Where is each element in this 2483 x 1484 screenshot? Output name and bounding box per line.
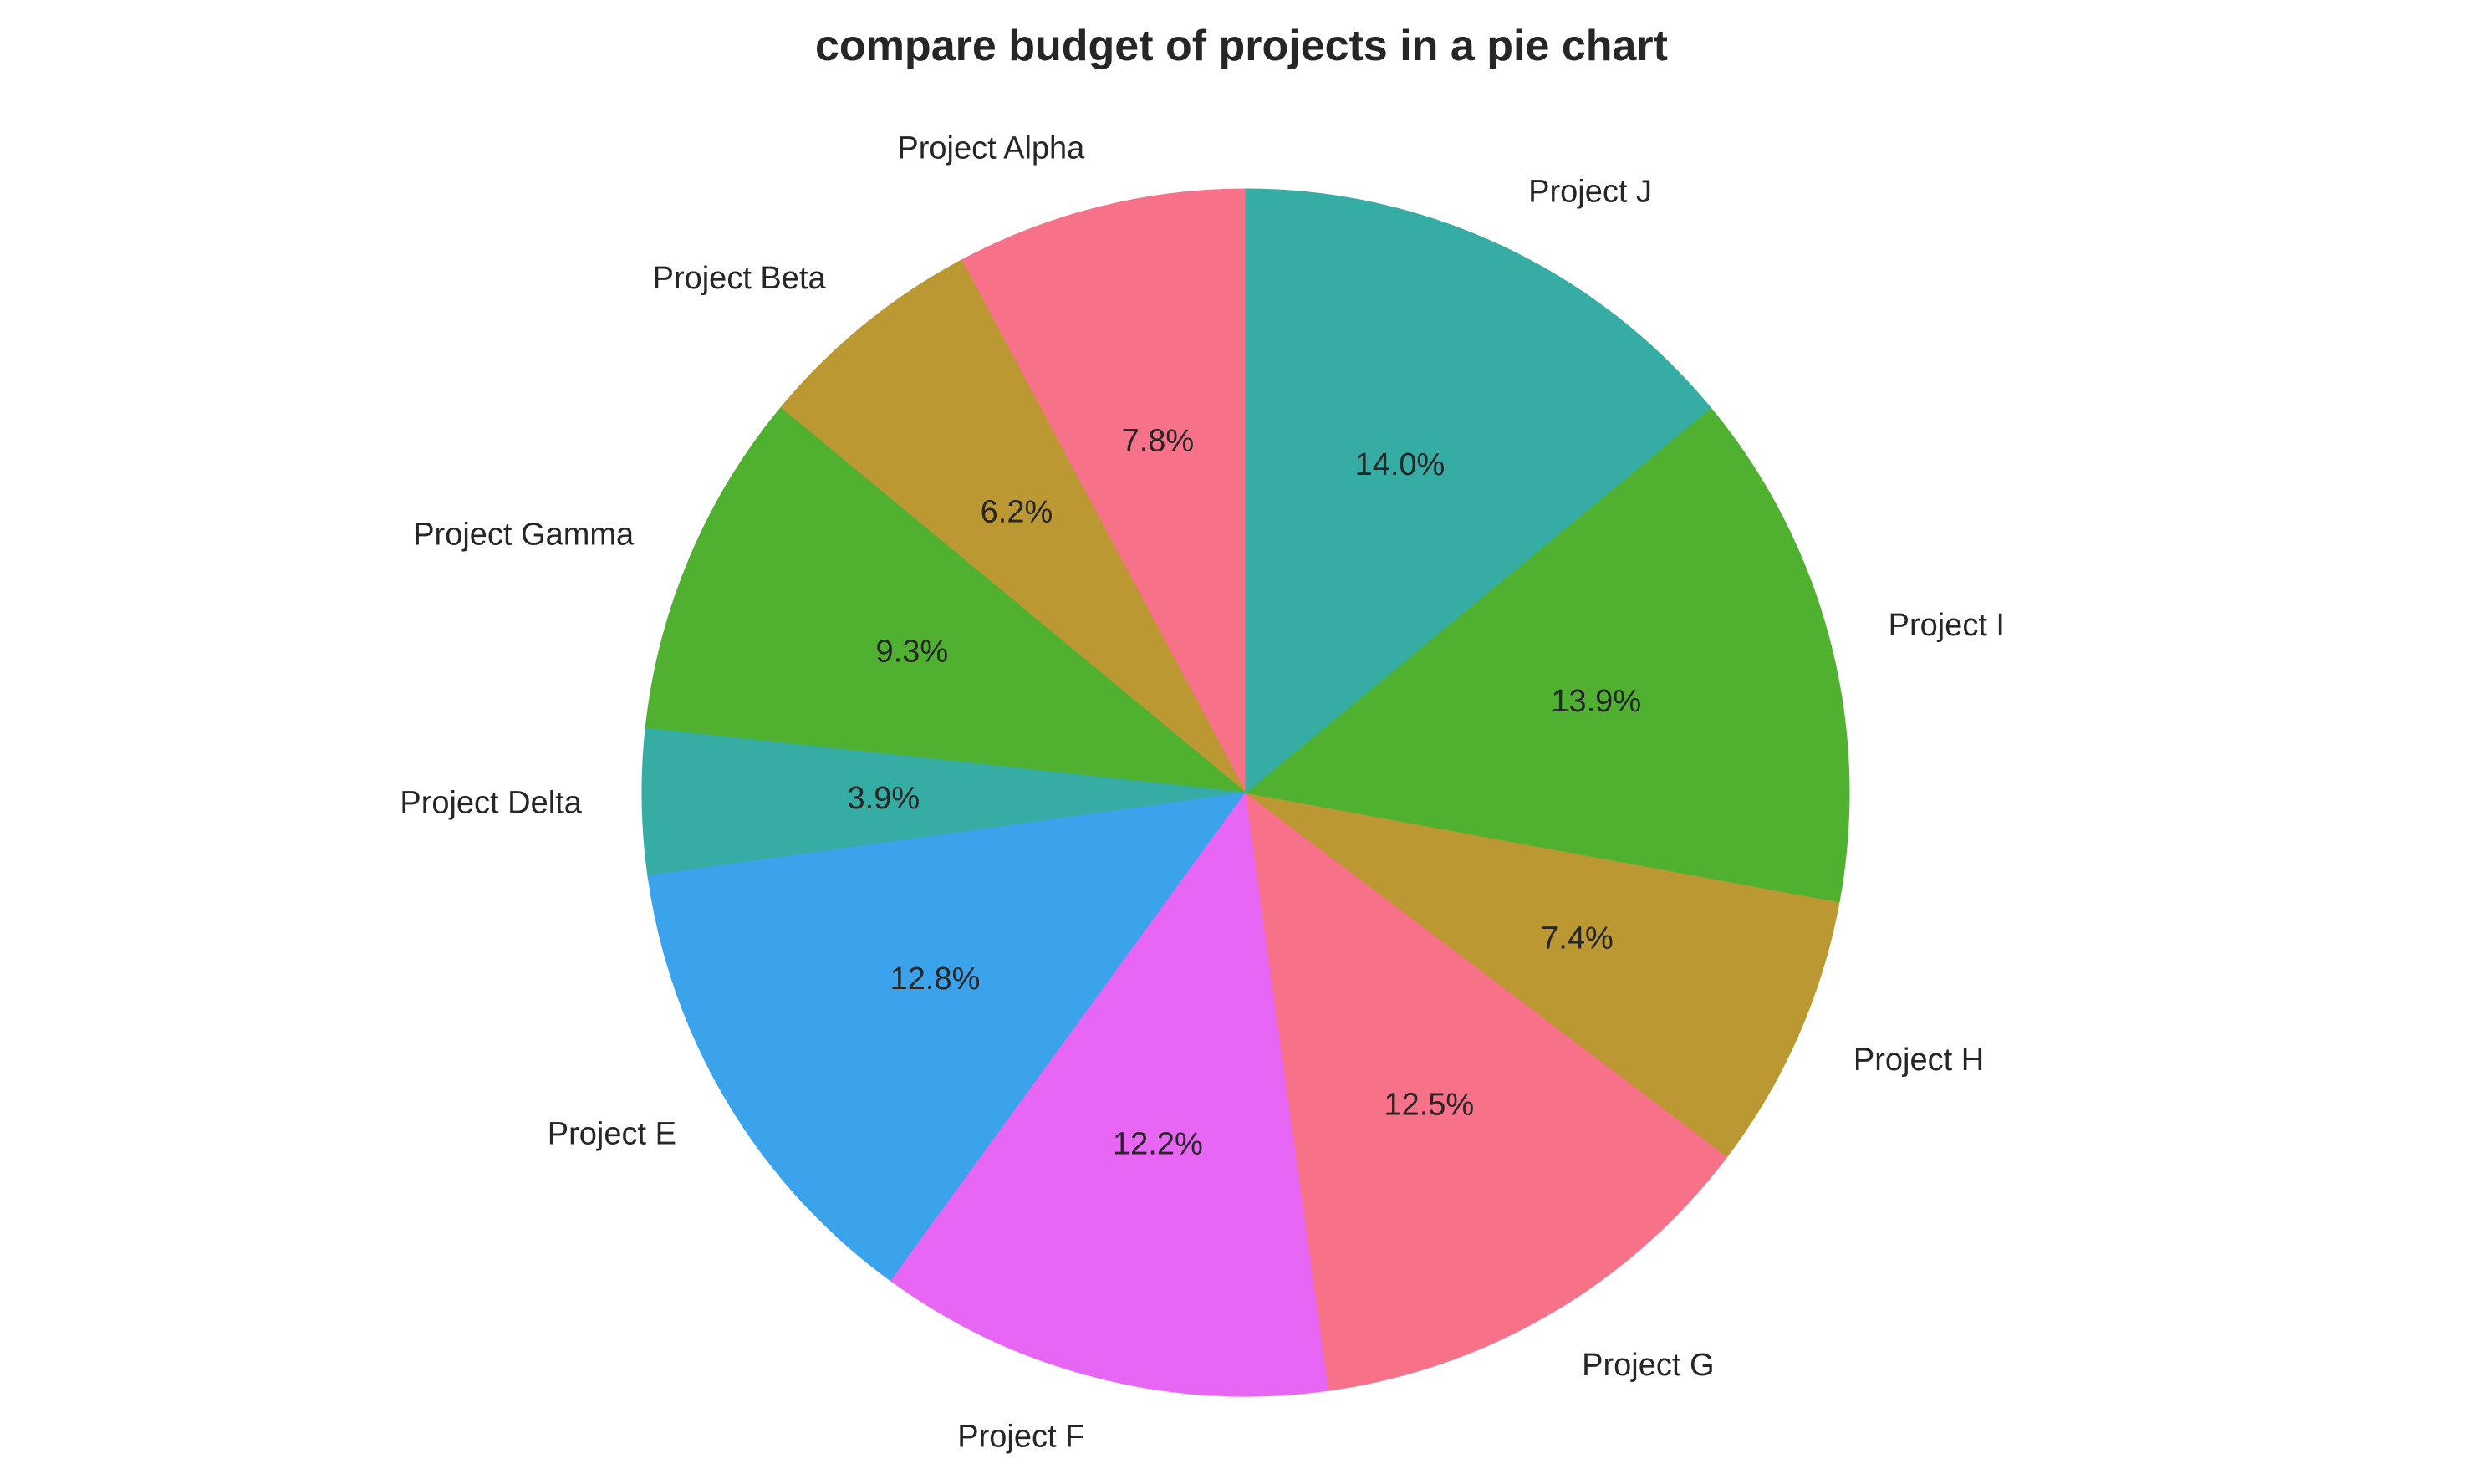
- slice-percent-label: 7.4%: [1541, 921, 1614, 956]
- pie-slice: [647, 792, 1247, 1282]
- pie-slice: [961, 188, 1247, 793]
- slice-percent-label: 12.2%: [1113, 1126, 1203, 1161]
- pie-slice: [890, 791, 1330, 1397]
- slice-category-label: Project I: [1889, 608, 2005, 643]
- slice-labels: Project Alpha Project Beta Project Gamma Pr…: [400, 131, 2005, 1455]
- pie-slice: [779, 259, 1247, 793]
- slice-category-label: Project E: [548, 1117, 676, 1152]
- slice-percent-label: 12.5%: [1384, 1088, 1474, 1123]
- slice-percent-label: 12.8%: [890, 961, 981, 997]
- slice-category-label: Project F: [957, 1419, 1084, 1454]
- slice-percent-label: 14.0%: [1355, 447, 1445, 482]
- slice-percent-label: 9.3%: [876, 635, 949, 670]
- pie-slice: [1245, 791, 1728, 1391]
- chart-title: compare budget of projects in a pie char…: [815, 22, 1668, 70]
- slice-category-label: Project Alpha: [897, 131, 1085, 166]
- slice-percent-label: 6.2%: [981, 494, 1053, 529]
- slice-percent-label: 7.8%: [1122, 424, 1195, 459]
- slice-category-label: Project Delta: [400, 785, 582, 820]
- slice-category-label: Project Gamma: [413, 517, 635, 552]
- pie-slice: [645, 407, 1247, 793]
- pie-slices: [641, 188, 1850, 1397]
- pie-slice: [1245, 792, 1840, 1158]
- pie-slice: [1244, 407, 1850, 903]
- pie-slice: [1245, 188, 1712, 794]
- percent-labels: 7.8% 6.2% 9.3% 3.9% 12.8% 12.2% 12.5% 7.4% 13.9%…: [848, 424, 1642, 1162]
- slice-percent-label: 13.9%: [1551, 684, 1641, 719]
- slice-category-label: Project J: [1528, 174, 1652, 209]
- slice-category-label: Project G: [1582, 1348, 1714, 1383]
- slice-category-label: Project Beta: [653, 261, 827, 296]
- slice-percent-label: 3.9%: [848, 781, 920, 816]
- slice-category-label: Project H: [1853, 1043, 1984, 1078]
